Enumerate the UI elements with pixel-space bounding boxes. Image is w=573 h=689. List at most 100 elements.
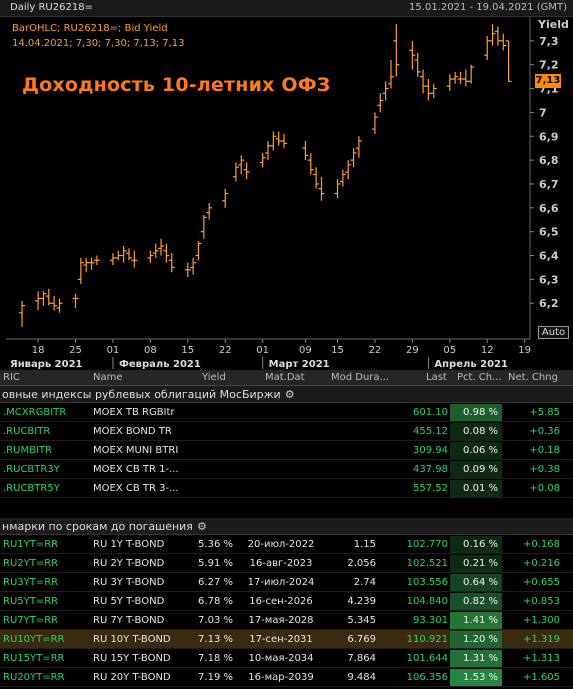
group-header-indices: овные индексы рублевых облигаций МосБирж… [0,386,573,403]
name-cell: RU 3Y T-BOND [93,577,165,588]
net-change-cell: +0.18 [529,445,560,456]
ric-cell[interactable]: .RUMBITR [3,445,52,456]
ric-cell[interactable]: RU3YT=RR [3,577,59,588]
name-cell: RU 20Y T-BOND [93,672,171,683]
y-tick-label: 6,4 [539,250,559,263]
net-change-cell: +5.85 [529,407,560,418]
ric-cell[interactable]: RU20YT=RR [3,672,65,683]
pct-change-bg [450,669,502,686]
maturity-cell: 10-мая-2034 [248,653,314,664]
yield-cell: 5.91 % [198,558,233,569]
last-cell: 455.12 [413,426,448,437]
month-label: Март 2021 [269,359,330,370]
duration-cell: 9.484 [347,672,376,683]
maturity-cell [240,441,322,460]
y-tick-label: 6,9 [539,130,559,143]
maturity-cell [240,479,322,498]
pct-change-bg [450,631,502,648]
ric-cell[interactable]: .RUCBITR [3,426,51,437]
yield-cell: 7.19 % [198,672,233,683]
y-tick-label: 6,6 [539,202,559,215]
table-row[interactable]: RU20YT=RR RU 20Y T-BOND 7.19 % 16-мар-2039 9… [0,668,573,687]
x-tick-label: 09 [299,345,312,356]
table-row[interactable]: .RUCBITR MOEX BOND TR 455.12 0.08 % +0.36 [0,422,573,441]
net-change-cell: +0.08 [529,483,560,494]
gear-icon[interactable]: ⚙ [284,388,295,401]
pct-change-bg [450,612,502,629]
ric-cell[interactable]: RU2YT=RR [3,558,59,569]
x-tick-label: 22 [219,345,232,356]
maturity-cell: 20-июл-2022 [247,539,315,550]
table-row[interactable]: RU2YT=RR RU 2Y T-BOND 5.91 % 16-авг-2023 2.0… [0,554,573,573]
pct-change-cell: 1.41 % [463,615,498,626]
col-header-net[interactable]: Net. Chng [508,372,558,383]
net-change-cell: +1.605 [522,672,560,683]
table-row[interactable]: RU3YT=RR RU 3Y T-BOND 6.27 % 17-июл-2024 2.7… [0,573,573,592]
pct-change-cell: 0.01 % [463,483,498,494]
maturity-cell: 17-июл-2024 [247,577,315,588]
ric-cell[interactable]: RU5YT=RR [3,596,59,607]
last-cell: 103.556 [406,577,448,588]
table-row[interactable]: RU5YT=RR RU 5Y T-BOND 6.78 % 16-сен-2026 4.2… [0,592,573,611]
ric-cell[interactable]: .RUCBTR3Y [3,464,60,475]
name-cell: MOEX CB TR 3-... [93,483,179,494]
duration-cell [324,460,376,479]
chart-legend: BarOHLC; RU26218=; Bid Yield 14.04.2021;… [12,21,185,51]
y-tick-label: 6,7 [539,178,559,191]
month-label: Апрель 2021 [434,359,508,370]
duration-cell [324,441,376,460]
table-row[interactable]: .MCXRGBITR MOEX TB RGBItr 601.10 0.98 % +5.8… [0,403,573,422]
gear-icon[interactable]: ⚙ [196,520,207,533]
last-cell: 102.770 [406,539,448,550]
pct-change-bg [450,574,502,591]
duration-cell [324,479,376,498]
col-header-name[interactable]: Name [93,372,123,383]
pct-change-bg [450,536,502,553]
table-header: RIC Name Yield Mat.Dat Mod Dura... Last … [0,370,573,386]
last-value-badge: 7,13 [535,74,561,89]
net-change-cell: +0.36 [529,426,560,437]
x-tick-label: 12 [481,345,494,356]
ric-cell[interactable]: RU1YT=RR [3,539,59,550]
ric-cell[interactable]: RU10YT=RR [3,634,65,645]
col-header-mat[interactable]: Mat.Dat [265,372,305,383]
net-change-cell: +1.313 [522,653,560,664]
table-row[interactable]: .RUCBTR5Y MOEX CB TR 3-... 557.52 0.01 % +0.… [0,479,573,498]
pct-change-bg [450,650,502,667]
col-header-ric[interactable]: RIC [3,372,20,383]
table-row[interactable]: .RUCBTR3Y MOEX CB TR 1-... 437.98 0.09 % +0.… [0,460,573,479]
last-cell: 104.840 [406,596,448,607]
ohlc-chart[interactable]: 6,26,36,46,56,66,76,86,977,17,27,318 25 01… [0,17,573,370]
name-cell: MOEX CB TR 1-... [93,464,179,475]
pct-change-cell: 0.08 % [463,426,498,437]
col-header-yield[interactable]: Yield [202,372,226,383]
y-tick-label: 7,2 [539,59,559,72]
chart-header: Daily RU26218= 15.01.2021 - 19.04.2021 (… [0,0,573,17]
ric-cell[interactable]: .RUCBTR5Y [3,483,60,494]
ric-cell[interactable]: .MCXRGBITR [3,407,67,418]
pct-change-bg [450,480,502,497]
name-cell: RU 2Y T-BOND [93,558,165,569]
x-tick-label: 19 [518,345,531,356]
duration-cell: 4.239 [347,596,376,607]
yield-cell: 5.36 % [198,539,233,550]
net-change-cell: +0.168 [522,539,560,550]
pct-change-cell: 0.06 % [463,445,498,456]
table-row[interactable]: RU7YT=RR RU 7Y T-BOND 7.03 % 17-мая-2028 5.3… [0,611,573,630]
table-row[interactable]: RU10YT=RR RU 10Y T-BOND 7.13 % 17-сен-2031 6… [0,630,573,649]
duration-cell: 6.769 [347,634,376,645]
net-change-cell: +0.853 [522,596,560,607]
pct-change-cell: 0.16 % [463,539,498,550]
auto-scale-button[interactable]: Auto [538,326,569,339]
ric-cell[interactable]: RU7YT=RR [3,615,59,626]
name-cell: MOEX TB RGBItr [93,407,175,418]
col-header-dur[interactable]: Mod Dura... [331,372,390,383]
table-row[interactable]: .RUMBITR MOEX MUNI BTRI 309.94 0.06 % +0.18 [0,441,573,460]
table-row[interactable]: RU1YT=RR RU 1Y T-BOND 5.36 % 20-июл-2022 1.1… [0,535,573,554]
ric-cell[interactable]: RU15YT=RR [3,653,65,664]
table-row[interactable]: RU15YT=RR RU 15Y T-BOND 7.18 % 10-мая-2034 7… [0,649,573,668]
maturity-cell [240,422,322,441]
x-tick-label: 29 [406,345,419,356]
col-header-pct[interactable]: Pct. Ch... [457,372,502,383]
col-header-last[interactable]: Last [426,372,447,383]
